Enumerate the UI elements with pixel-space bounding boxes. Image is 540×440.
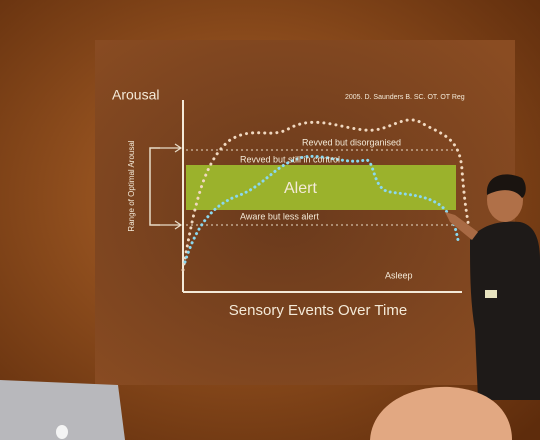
y-axis-label: Arousal [112,87,159,103]
x-axis-label: Sensory Events Over Time [229,302,407,319]
zone-label: Alert [284,180,317,197]
zone-label: Asleep [385,270,413,280]
scene: Arousal 2005. D. Saunders B. SC. OT. OT … [0,0,540,440]
alert-band [186,165,456,210]
zone-label: Revved but disorganised [302,137,401,147]
page: Arousal 2005. D. Saunders B. SC. OT. OT … [0,0,540,440]
range-label: Range of Optimal Arousal [127,140,136,231]
zone-label: Revved but still in control [240,154,340,164]
credit: 2005. D. Saunders B. SC. OT. OT Reg [345,94,465,101]
zone-label: Aware but less alert [240,211,319,221]
laptop-logo [56,425,68,439]
